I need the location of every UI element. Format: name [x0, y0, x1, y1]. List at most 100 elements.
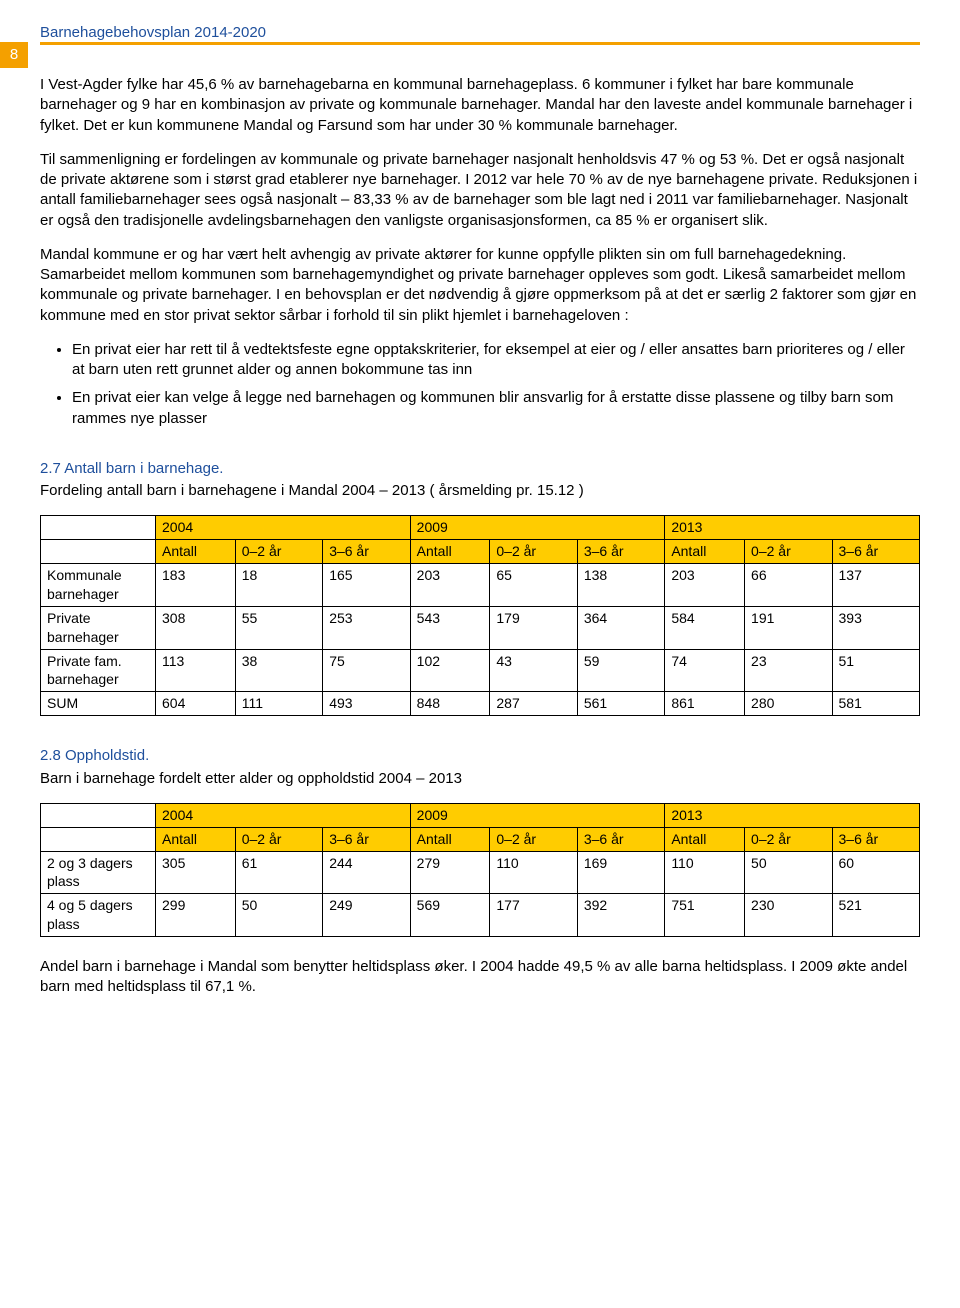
table-cell: 393	[832, 606, 920, 649]
table-subhead: 0–2 år	[745, 827, 832, 851]
table-subhead: Antall	[156, 540, 236, 564]
table-subhead: 3–6 år	[832, 827, 920, 851]
table-subhead: 0–2 år	[745, 540, 832, 564]
table-cell: 287	[490, 692, 577, 716]
table-cell: 521	[832, 894, 920, 937]
table-oppholdstid: 2004 2009 2013 Antall 0–2 år 3–6 år Anta…	[40, 803, 920, 937]
section-title-2-7: 2.7 Antall barn i barnehage.	[40, 459, 920, 479]
table-subhead: 3–6 år	[323, 827, 410, 851]
table-cell: 169	[577, 851, 664, 894]
table-rowlabel: SUM	[41, 692, 156, 716]
table-cell: 110	[665, 851, 745, 894]
table-cell-empty	[41, 540, 156, 564]
table-cell-empty	[41, 827, 156, 851]
table-row: Private fam. barnehager 113 38 75 102 43…	[41, 649, 920, 692]
table-cell: 165	[323, 564, 410, 607]
paragraph: Mandal kommune er og har vært helt avhen…	[40, 245, 920, 326]
table-cell: 191	[745, 606, 832, 649]
table-header-year: 2013	[665, 803, 920, 827]
table-row: Antall 0–2 år 3–6 år Antall 0–2 år 3–6 å…	[41, 540, 920, 564]
table-rowlabel: 2 og 3 dagers plass	[41, 851, 156, 894]
table-subhead: 3–6 år	[577, 540, 664, 564]
header-rule: 8 Barnehagebehovsplan 2014-2020	[40, 42, 920, 45]
table-cell: 102	[410, 649, 490, 692]
page: 8 Barnehagebehovsplan 2014-2020 I Vest-A…	[0, 0, 960, 1052]
list-item: En privat eier har rett til å vedtektsfe…	[72, 340, 920, 381]
table-cell: 751	[665, 894, 745, 937]
paragraph: Til sammenligning er fordelingen av komm…	[40, 150, 920, 231]
table-subhead: 0–2 år	[235, 827, 322, 851]
table-subhead: 3–6 år	[832, 540, 920, 564]
table-subhead: 3–6 år	[577, 827, 664, 851]
table-cell: 280	[745, 692, 832, 716]
table-rowlabel: 4 og 5 dagers plass	[41, 894, 156, 937]
table-cell: 18	[235, 564, 322, 607]
table-cell: 279	[410, 851, 490, 894]
table-cell: 177	[490, 894, 577, 937]
table-row: Private barnehager 308 55 253 543 179 36…	[41, 606, 920, 649]
table-cell: 581	[832, 692, 920, 716]
table-header-year: 2004	[156, 516, 411, 540]
table-cell: 561	[577, 692, 664, 716]
table-cell: 203	[410, 564, 490, 607]
table-subhead: 0–2 år	[490, 540, 577, 564]
table-cell: 66	[745, 564, 832, 607]
table-cell: 59	[577, 649, 664, 692]
list-item: En privat eier kan velge å legge ned bar…	[72, 388, 920, 429]
section-title-2-8: 2.8 Oppholdstid.	[40, 746, 920, 766]
table-cell: 23	[745, 649, 832, 692]
table-cell: 569	[410, 894, 490, 937]
table-subhead: Antall	[410, 827, 490, 851]
table-cell: 203	[665, 564, 745, 607]
table-antall-barn: 2004 2009 2013 Antall 0–2 år 3–6 år Anta…	[40, 515, 920, 716]
table-rowlabel: Kommunale barnehager	[41, 564, 156, 607]
section-caption: Fordeling antall barn i barnehagene i Ma…	[40, 481, 920, 501]
table-cell-empty	[41, 516, 156, 540]
table-row: 2004 2009 2013	[41, 516, 920, 540]
table-cell: 113	[156, 649, 236, 692]
table-subhead: Antall	[665, 827, 745, 851]
table-rowlabel: Private fam. barnehager	[41, 649, 156, 692]
table-cell: 75	[323, 649, 410, 692]
table-subhead: 0–2 år	[235, 540, 322, 564]
paragraph: Andel barn i barnehage i Mandal som beny…	[40, 957, 920, 998]
table-row: Antall 0–2 år 3–6 år Antall 0–2 år 3–6 å…	[41, 827, 920, 851]
table-cell: 230	[745, 894, 832, 937]
table-cell: 305	[156, 851, 236, 894]
table-cell: 392	[577, 894, 664, 937]
table-cell: 861	[665, 692, 745, 716]
table-cell: 179	[490, 606, 577, 649]
table-subhead: Antall	[410, 540, 490, 564]
table-cell: 61	[235, 851, 322, 894]
table-cell: 43	[490, 649, 577, 692]
table-subhead: Antall	[665, 540, 745, 564]
body-text: I Vest-Agder fylke har 45,6 % av barneha…	[40, 75, 920, 998]
table-subhead: 0–2 år	[490, 827, 577, 851]
table-cell: 253	[323, 606, 410, 649]
table-header-year: 2009	[410, 803, 665, 827]
doc-title: Barnehagebehovsplan 2014-2020	[40, 23, 266, 43]
table-row: SUM 604 111 493 848 287 561 861 280 581	[41, 692, 920, 716]
table-cell: 137	[832, 564, 920, 607]
table-cell: 38	[235, 649, 322, 692]
table-cell: 299	[156, 894, 236, 937]
table-cell: 543	[410, 606, 490, 649]
table-subhead: Antall	[156, 827, 236, 851]
table-cell: 493	[323, 692, 410, 716]
table-cell: 55	[235, 606, 322, 649]
table-cell-empty	[41, 803, 156, 827]
table-header-year: 2013	[665, 516, 920, 540]
table-header-year: 2009	[410, 516, 665, 540]
table-cell: 604	[156, 692, 236, 716]
table-cell: 60	[832, 851, 920, 894]
table-row: Kommunale barnehager 183 18 165 203 65 1…	[41, 564, 920, 607]
table-cell: 50	[235, 894, 322, 937]
table-cell: 111	[235, 692, 322, 716]
table-cell: 74	[665, 649, 745, 692]
paragraph: I Vest-Agder fylke har 45,6 % av barneha…	[40, 75, 920, 136]
table-cell: 848	[410, 692, 490, 716]
table-header-year: 2004	[156, 803, 411, 827]
page-number: 8	[0, 42, 28, 68]
table-row: 4 og 5 dagers plass 299 50 249 569 177 3…	[41, 894, 920, 937]
table-cell: 584	[665, 606, 745, 649]
